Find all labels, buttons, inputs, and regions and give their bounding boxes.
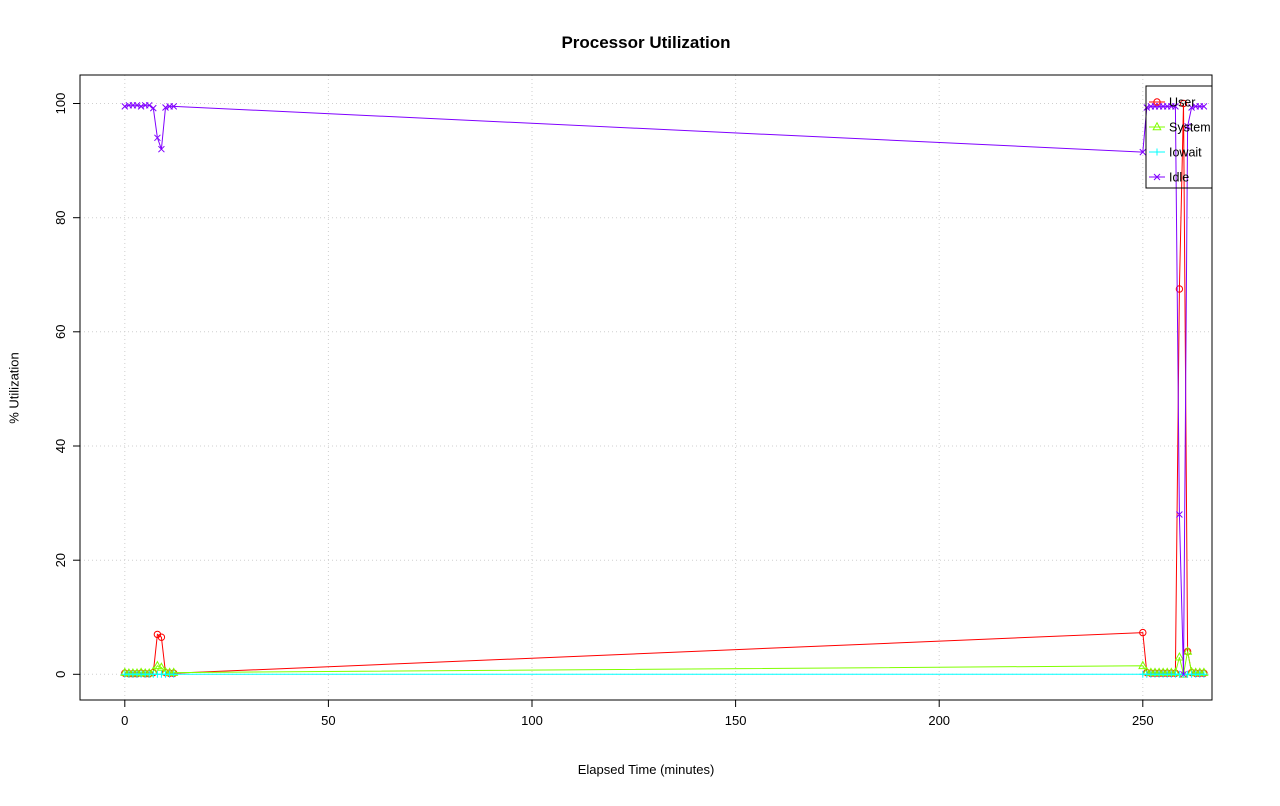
legend-entry-idle: Idle xyxy=(1149,171,1189,185)
series-user-line xyxy=(124,103,1204,675)
marker-triangle xyxy=(1174,651,1185,661)
legend-entry-iowait: Iowait xyxy=(1149,146,1202,160)
marker-x xyxy=(149,104,157,112)
marker-x xyxy=(1200,103,1208,110)
marker-circle xyxy=(1153,98,1161,106)
x-axis-label: Elapsed Time (minutes) xyxy=(577,762,715,777)
x-tick-label: 50 xyxy=(321,713,335,728)
x-tick-label: 0 xyxy=(121,713,128,728)
marker-x xyxy=(162,104,169,111)
marker-triangle xyxy=(156,662,167,671)
marker-circle xyxy=(1139,628,1147,637)
chart-title: Processor Utilization xyxy=(561,33,731,52)
marker-x xyxy=(1176,511,1183,518)
marker-circle xyxy=(1175,285,1184,293)
legend-label: User xyxy=(1169,96,1195,110)
plot-border xyxy=(79,74,1213,701)
y-tick-label: 60 xyxy=(53,325,68,339)
x-tick-label: 250 xyxy=(1132,713,1154,728)
marker-triangle xyxy=(1138,660,1148,670)
marker-x xyxy=(1172,103,1179,110)
y-tick-label: 40 xyxy=(53,439,68,453)
marker-x xyxy=(154,134,161,142)
y-tick-label: 80 xyxy=(53,210,68,224)
marker-x xyxy=(1139,148,1147,156)
marker-plus xyxy=(1153,148,1161,156)
y-tick-label: 0 xyxy=(53,671,68,678)
marker-x xyxy=(121,103,129,110)
marker-x xyxy=(1153,173,1161,181)
x-tick-label: 150 xyxy=(725,713,747,728)
y-tick-label: 20 xyxy=(53,553,68,567)
y-tick-label: 100 xyxy=(53,93,68,115)
legend-label: Idle xyxy=(1169,171,1189,185)
marker-circle xyxy=(157,633,166,641)
marker-plus xyxy=(1200,670,1208,678)
marker-triangle xyxy=(1182,646,1193,655)
marker-x xyxy=(137,103,145,110)
marker-x xyxy=(1184,123,1191,130)
marker-plus xyxy=(170,670,178,678)
x-tick-label: 100 xyxy=(521,713,543,728)
legend-entry-user: User xyxy=(1149,96,1195,110)
legend-box xyxy=(1145,85,1213,189)
legend-label: System xyxy=(1169,121,1211,135)
marker-triangle xyxy=(152,660,163,670)
marker-circle xyxy=(1179,99,1188,108)
marker-x xyxy=(133,101,141,109)
marker-x xyxy=(170,103,178,110)
legend-entry-system: System xyxy=(1149,121,1211,135)
x-tick-label: 200 xyxy=(928,713,950,728)
marker-x xyxy=(1188,104,1195,111)
legend-label: Iowait xyxy=(1169,146,1202,160)
marker-x xyxy=(158,145,165,153)
series-idle-line xyxy=(124,104,1204,675)
marker-triangle xyxy=(1152,121,1162,131)
marker-x xyxy=(145,101,153,109)
marker-x xyxy=(1143,104,1151,111)
marker-x xyxy=(1180,670,1187,678)
series-system-line xyxy=(124,651,1204,675)
